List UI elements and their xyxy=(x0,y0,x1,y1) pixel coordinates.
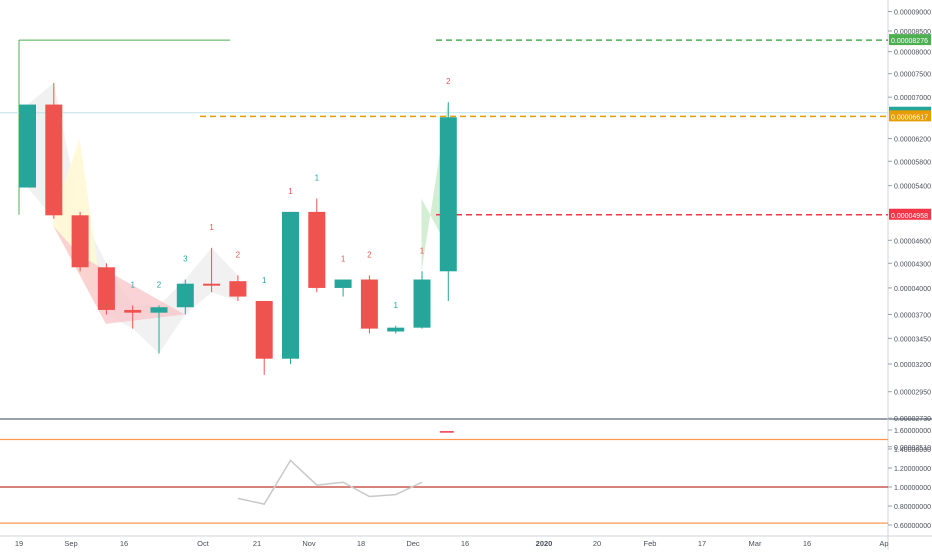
osc-y-tick-label: 1.20000000 xyxy=(894,466,931,473)
osc-y-tick-label: 0.60000000 xyxy=(894,523,931,530)
x-tick-label: 16 xyxy=(803,539,811,548)
y-tick-label: 0.00007000 xyxy=(894,95,931,102)
candle-body xyxy=(150,307,168,313)
y-tick-label: 0.00006200 xyxy=(894,137,931,144)
candle-body xyxy=(97,267,115,310)
y-tick-label: 0.00002730 xyxy=(894,416,931,423)
bar-count-label: 1 xyxy=(262,276,267,285)
candle-body xyxy=(360,279,378,329)
x-tick-label: 19 xyxy=(15,539,23,548)
bar-count-label: 1 xyxy=(130,280,135,289)
bar-count-label: 1 xyxy=(420,246,425,255)
candle-body xyxy=(308,211,326,288)
bar-count-labels: 1 2 3 1 2 1 1 1 1 2 1 1 2 xyxy=(130,77,451,310)
y-tick-label: 0.00003700 xyxy=(894,313,931,320)
osc-y-tick-label: 1.40000000 xyxy=(894,447,931,454)
x-tick-label: Dec xyxy=(406,539,420,548)
price-tag-label: 0.00004958 xyxy=(891,213,928,220)
x-tick-label: Oct xyxy=(197,539,210,548)
oscillator-pane xyxy=(0,431,888,524)
x-tick-label: 2020 xyxy=(536,539,553,548)
x-tick-label: Sep xyxy=(64,539,77,548)
candle-body xyxy=(71,215,89,268)
bar-count-label: 1 xyxy=(393,301,398,310)
x-tick-label: 20 xyxy=(593,539,601,548)
candle-body xyxy=(19,104,36,188)
x-tick-label: 16 xyxy=(461,539,469,548)
osc-y-tick-label: 1.00000000 xyxy=(894,485,931,492)
price-tag xyxy=(889,110,931,122)
candles xyxy=(19,82,457,375)
candle-body xyxy=(45,104,63,216)
y-tick-label: 0.00008000 xyxy=(894,50,931,57)
y-tick-label: 0.00008500 xyxy=(894,29,931,36)
bar-count-label: 1 xyxy=(209,223,214,232)
y-tick-label: 0.00005400 xyxy=(894,184,931,191)
bar-count-label: 1 xyxy=(315,174,320,183)
y-tick-label: 0.00005800 xyxy=(894,159,931,166)
price-tag xyxy=(889,34,931,46)
bar-count-label: 1 xyxy=(288,187,293,196)
x-tick-label: 18 xyxy=(357,539,365,548)
osc-y-tick-label: 0.80000000 xyxy=(894,504,931,511)
bar-count-label: 1 xyxy=(341,255,346,264)
bar-count-label: 2 xyxy=(446,77,451,86)
osc-series-line xyxy=(237,459,423,505)
price-tag xyxy=(889,208,931,220)
x-tick-label: Mar xyxy=(749,539,762,548)
osc-y-tick-label: 1.60000000 xyxy=(894,428,931,435)
x-tick-label: 16 xyxy=(120,539,128,548)
x-tick-label: Ap xyxy=(879,539,888,548)
price-tag-label: 0.00006617 xyxy=(891,114,928,121)
y-tick-label: 0.00003450 xyxy=(894,336,931,343)
y-tick-label: 0.00007500 xyxy=(894,72,931,79)
candle-body xyxy=(176,283,194,308)
cloud-fills xyxy=(27,82,448,354)
candle-body xyxy=(203,283,221,286)
candle-body xyxy=(255,300,273,359)
y-tick-label: 0.00003200 xyxy=(894,362,931,369)
bar-count-label: 3 xyxy=(183,255,188,264)
candle-body xyxy=(124,309,142,313)
bar-count-label: 2 xyxy=(236,250,241,259)
y-tick-label: 0.00002510 xyxy=(894,445,931,452)
y-tick-label: 0.00004300 xyxy=(894,261,931,268)
price-tag-label: 0.00008276 xyxy=(891,38,928,45)
candle-body xyxy=(334,279,352,288)
price-lines xyxy=(0,39,888,216)
x-tick-label: 17 xyxy=(698,539,706,548)
candle-body xyxy=(413,279,431,328)
x-tick-label: Feb xyxy=(644,539,657,548)
candle-body xyxy=(229,281,247,297)
candle-body xyxy=(282,211,299,359)
y-tick-label: 0.00002950 xyxy=(894,390,931,397)
bar-count-label: 2 xyxy=(157,280,162,289)
candle-body xyxy=(387,327,405,332)
band-red xyxy=(53,225,185,324)
x-tick-label: Nov xyxy=(302,539,316,548)
y-tick-label: 0.00004600 xyxy=(894,238,931,245)
axes: 0.00009000 0.00008500 0.00008000 0.00007500… xyxy=(15,10,931,548)
y-tick-label: 0.00004000 xyxy=(894,286,931,293)
bar-count-label: 2 xyxy=(367,250,372,259)
candle-body xyxy=(439,117,457,272)
x-tick-label: 21 xyxy=(253,539,261,548)
y-tick-label: 0.00009000 xyxy=(894,10,931,17)
